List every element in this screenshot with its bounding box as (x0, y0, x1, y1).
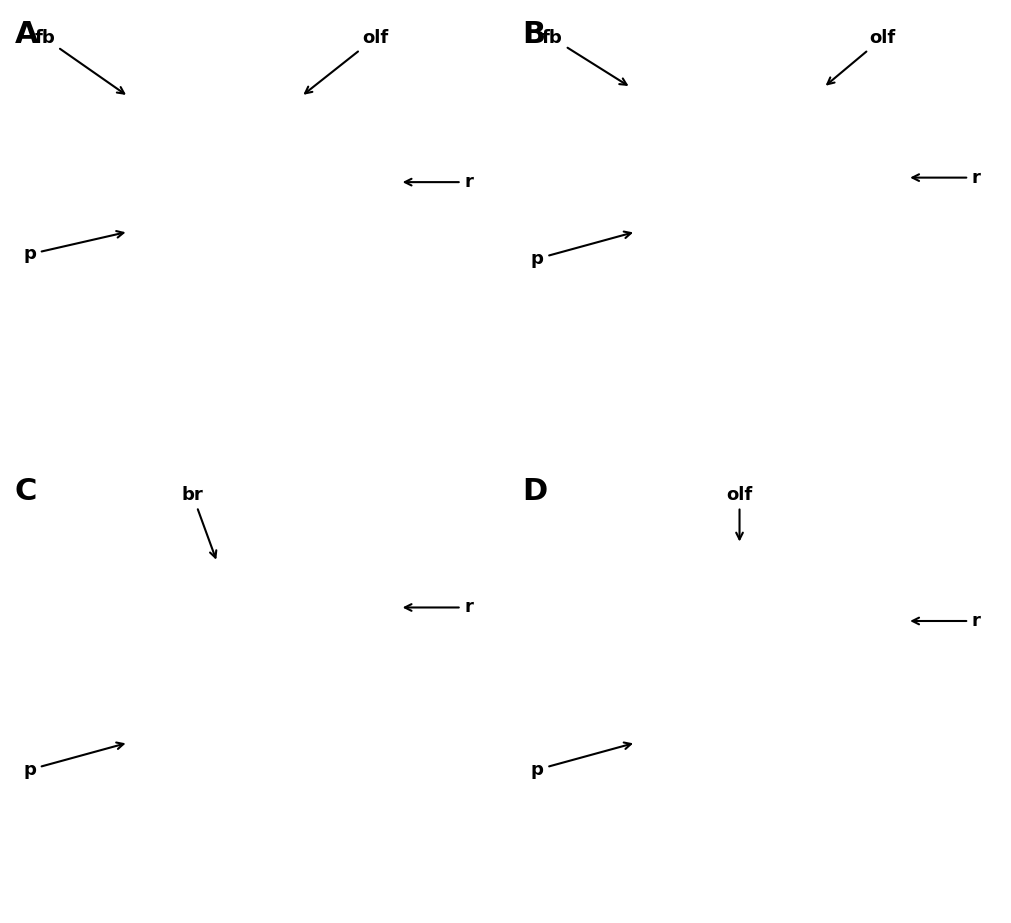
Text: olf: olf (827, 29, 896, 84)
Text: p: p (23, 231, 123, 263)
Text: D: D (523, 477, 548, 506)
Text: olf: olf (726, 485, 752, 539)
Text: C: C (15, 477, 37, 506)
Text: r: r (404, 598, 473, 617)
Text: fb: fb (542, 29, 627, 85)
Text: A: A (15, 20, 38, 49)
Text: olf: olf (305, 29, 388, 93)
Text: B: B (523, 20, 546, 49)
Text: br: br (182, 485, 216, 557)
Text: fb: fb (34, 29, 124, 93)
Text: p: p (531, 232, 631, 268)
Text: p: p (23, 742, 123, 779)
Text: r: r (404, 174, 473, 191)
Text: p: p (531, 742, 631, 779)
Text: r: r (912, 169, 981, 186)
Text: r: r (912, 612, 981, 630)
